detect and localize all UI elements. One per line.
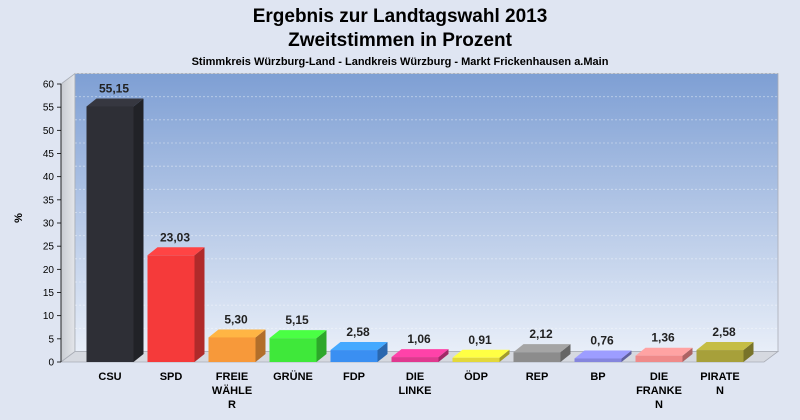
bar-side (377, 342, 388, 362)
bar (574, 350, 632, 362)
bar-front (574, 358, 622, 362)
bar-front (269, 338, 317, 362)
value-label: 2,58 (712, 325, 736, 339)
x-tick-label: REP (526, 371, 549, 383)
x-tick-label: CSU (98, 371, 121, 383)
bar (269, 330, 327, 362)
bar-side (438, 349, 449, 362)
x-tick-label: PIRATE N (700, 371, 740, 397)
bar (391, 349, 449, 362)
bar (208, 329, 266, 362)
bar-top (86, 98, 144, 107)
bar (696, 342, 754, 362)
y-tick-label: 35 (43, 195, 55, 206)
y-tick-label: 50 (43, 126, 55, 137)
x-tick-label: SPD (160, 371, 183, 383)
y-tick-label: 15 (43, 288, 55, 299)
y-axis-label: % (13, 213, 25, 223)
y-tick-label: 45 (43, 149, 55, 160)
y-tick-label: 60 (43, 80, 55, 91)
y-tick-label: 5 (48, 334, 54, 345)
bar-side (682, 347, 693, 362)
bar-side (499, 349, 510, 362)
bar-front (391, 357, 439, 362)
x-tick-label: ÖDP (464, 370, 488, 383)
value-label: 5,15 (285, 313, 309, 327)
y-tick-label: 10 (43, 311, 55, 322)
x-tick-label: DIE FRANKE N (636, 371, 682, 411)
bar-front (208, 337, 256, 362)
bar-side (194, 247, 205, 362)
value-label: 2,58 (346, 325, 370, 339)
x-tick-label: GRÜNE (273, 370, 313, 383)
chart-title-line1: Ergebnis zur Landtagswahl 2013 (253, 6, 548, 27)
y-axis-ticks: 0 5 10 15 20 25 30 35 40 45 50 55 60 (43, 80, 62, 369)
y-tick-label: 55 (43, 103, 55, 114)
bar-front (147, 255, 195, 362)
bar-top (513, 344, 571, 353)
bar-top (208, 329, 266, 338)
bar (330, 342, 388, 362)
value-label: 23,03 (160, 230, 190, 244)
value-label: 0,76 (590, 333, 614, 347)
left-wall (60, 72, 76, 363)
bar-front (635, 355, 683, 362)
chart-subtitle: Stimmkreis Würzburg-Land - Landkreis Wür… (192, 56, 609, 68)
bar-front (452, 357, 500, 362)
value-label: 1,06 (407, 332, 431, 346)
bar-top (330, 342, 388, 351)
bar-side (255, 329, 266, 362)
x-tick-label: DIE LINKE (399, 371, 432, 397)
value-label: 2,12 (529, 327, 553, 341)
bar-top (269, 330, 327, 339)
bar-top (147, 247, 205, 256)
value-label: 1,36 (651, 331, 675, 345)
bar-side (560, 344, 571, 362)
y-tick-label: 30 (43, 219, 55, 230)
value-labels: 55,15 23,03 5,30 5,15 2,58 1,06 0,91 2,12 0,76 1,… (99, 81, 736, 347)
bar (452, 349, 510, 362)
y-tick-label: 40 (43, 172, 55, 183)
value-label: 5,30 (224, 312, 248, 326)
y-tick-label: 20 (43, 265, 55, 276)
bar-side (743, 342, 754, 362)
bar (635, 347, 693, 362)
bar-front (330, 350, 378, 362)
bar-side (316, 330, 327, 362)
bar-top (452, 349, 510, 358)
x-tick-label: BP (590, 371, 605, 383)
bar-side (621, 350, 632, 362)
bar-front (696, 350, 744, 362)
value-label: 55,15 (99, 81, 129, 95)
bar-front (86, 106, 134, 362)
bar (147, 247, 205, 362)
bars (86, 98, 754, 362)
bar-front (513, 352, 561, 362)
bar-top (635, 347, 693, 356)
x-tick-label: FREIE WÄHLE R (212, 371, 252, 411)
x-axis-labels: CSU SPD FREIE WÄHLE R GRÜNE FDP DIE LINKE ÖDP REP B… (98, 370, 739, 411)
value-label: 0,91 (468, 333, 492, 347)
y-tick-label: 25 (43, 242, 55, 253)
bar (513, 344, 571, 362)
bar-top (391, 349, 449, 358)
bar-side (133, 98, 144, 362)
bar-top (574, 350, 632, 359)
bar (86, 98, 144, 362)
bar-top (696, 342, 754, 351)
y-tick-label: 0 (48, 358, 54, 369)
chart-title-line2: Zweitstimmen in Prozent (288, 30, 512, 51)
x-tick-label: FDP (343, 371, 365, 383)
